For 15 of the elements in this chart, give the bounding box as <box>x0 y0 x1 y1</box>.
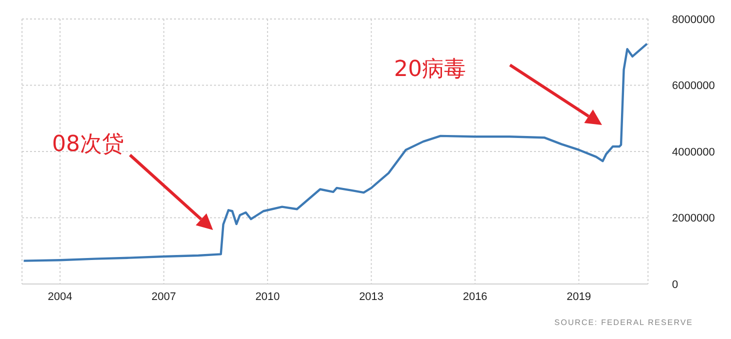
annotation: 08次贷 <box>52 132 124 157</box>
line-series <box>22 42 648 262</box>
x-tick-label: 2007 <box>152 290 176 303</box>
source-note: SOURCE: FEDERAL RESERVE <box>554 318 693 327</box>
x-tick-label: 2016 <box>462 290 488 303</box>
x-tick-label: 2019 <box>566 290 592 303</box>
y-tick-label: 2000000 <box>672 212 715 225</box>
y-tick-label: 0 <box>672 278 678 291</box>
x-tick-label: 2004 <box>48 290 72 303</box>
y-tick-label: 4000000 <box>672 146 715 158</box>
annotation: 20病毒 <box>394 57 466 82</box>
y-tick-label: 8000000 <box>672 14 715 26</box>
x-tick-label: 2013 <box>359 290 384 303</box>
x-tick-label: 2010 <box>255 290 280 303</box>
y-tick-label: 6000000 <box>672 80 715 92</box>
